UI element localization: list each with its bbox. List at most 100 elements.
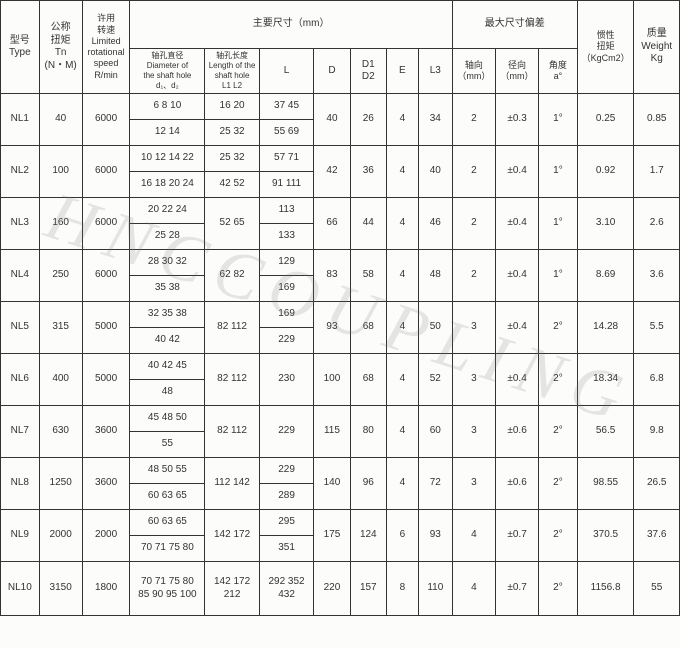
cell: 6000 xyxy=(82,198,130,250)
table-row: NL81250360048 50 55112 142229140964723±0… xyxy=(1,458,680,484)
cell: 2.6 xyxy=(634,198,680,250)
cell: 56.5 xyxy=(577,406,634,458)
cell: 45 48 50 xyxy=(130,406,205,432)
cell: 60 63 65 xyxy=(130,510,205,536)
cell: 55 xyxy=(130,432,205,458)
cell: 0.85 xyxy=(634,94,680,146)
cell: 35 38 xyxy=(130,276,205,302)
cell: 4 xyxy=(386,146,418,198)
cell: 3 xyxy=(452,302,495,354)
cell: 315 xyxy=(39,302,82,354)
cell: 112 142 xyxy=(205,458,259,510)
cell: 1.7 xyxy=(634,146,680,198)
cell: 25 32 xyxy=(205,120,259,146)
hdr-shaft-dia: 轴孔直径Diameter ofthe shaft holed₁、d₂ xyxy=(130,49,205,94)
hdr-L: L xyxy=(259,49,313,94)
table-row: NL92000200060 63 65142 1722951751246934±… xyxy=(1,510,680,536)
cell: 169 xyxy=(259,302,313,328)
hdr-axial: 轴向（mm） xyxy=(452,49,495,94)
cell: 6000 xyxy=(82,94,130,146)
cell: 40 xyxy=(314,94,350,146)
cell: 1156.8 xyxy=(577,562,634,616)
cell: 66 xyxy=(314,198,350,250)
hdr-weight: 质量WeightKg xyxy=(634,1,680,94)
table-row: NL7630360045 48 5082 112229115804603±0.6… xyxy=(1,406,680,432)
cell: 93 xyxy=(314,302,350,354)
cell: NL9 xyxy=(1,510,40,562)
cell: 124 xyxy=(350,510,386,562)
cell: 10 12 14 22 xyxy=(130,146,205,172)
cell: 37.6 xyxy=(634,510,680,562)
cell: 1800 xyxy=(82,562,130,616)
cell: 229 xyxy=(259,458,313,484)
cell: 2 xyxy=(452,94,495,146)
cell: 220 xyxy=(314,562,350,616)
spec-table: 型号Type 公称扭矩Tn(N・M) 许用转速Limitedrotational… xyxy=(0,0,680,616)
cell: 1250 xyxy=(39,458,82,510)
cell: 3.6 xyxy=(634,250,680,302)
cell: NL7 xyxy=(1,406,40,458)
cell: 58 xyxy=(350,250,386,302)
hdr-D: D xyxy=(314,49,350,94)
cell: 5000 xyxy=(82,354,130,406)
cell: 34 xyxy=(418,94,452,146)
cell: 52 xyxy=(418,354,452,406)
cell: 60 xyxy=(418,406,452,458)
cell: ±0.7 xyxy=(495,510,538,562)
cell: 370.5 xyxy=(577,510,634,562)
cell: 0.92 xyxy=(577,146,634,198)
cell: 2000 xyxy=(82,510,130,562)
cell: 28 30 32 xyxy=(130,250,205,276)
table-row: NL4250600028 30 3262 8212983584482±0.41°… xyxy=(1,250,680,276)
cell: ±0.4 xyxy=(495,354,538,406)
cell: 2° xyxy=(539,510,578,562)
cell: 55 69 xyxy=(259,120,313,146)
cell: 229 xyxy=(259,406,313,458)
cell: 68 xyxy=(350,302,386,354)
hdr-type: 型号Type xyxy=(1,1,40,94)
cell: 8.69 xyxy=(577,250,634,302)
cell: 16 20 xyxy=(205,94,259,120)
hdr-tn: 公称扭矩Tn(N・M) xyxy=(39,1,82,94)
cell: 4 xyxy=(452,510,495,562)
cell: 229 xyxy=(259,328,313,354)
cell: 82 112 xyxy=(205,302,259,354)
cell: 50 xyxy=(418,302,452,354)
cell: 25 32 xyxy=(205,146,259,172)
hdr-main-dim: 主要尺寸（mm） xyxy=(130,1,452,49)
cell: 5.5 xyxy=(634,302,680,354)
cell: 44 xyxy=(350,198,386,250)
cell: 55 xyxy=(634,562,680,616)
cell: 2000 xyxy=(39,510,82,562)
cell: 142 172 xyxy=(205,510,259,562)
cell: 40 42 xyxy=(130,328,205,354)
cell: 83 xyxy=(314,250,350,302)
cell: 3 xyxy=(452,354,495,406)
cell: 48 xyxy=(130,380,205,406)
table-row: NL2100600010 12 14 2225 3257 7142364402±… xyxy=(1,146,680,172)
cell: 289 xyxy=(259,484,313,510)
cell: 6.8 xyxy=(634,354,680,406)
cell: ±0.4 xyxy=(495,198,538,250)
hdr-max-dev: 最大尺寸偏差 xyxy=(452,1,577,49)
cell: 3 xyxy=(452,406,495,458)
cell: 6 8 10 xyxy=(130,94,205,120)
cell: 14.28 xyxy=(577,302,634,354)
cell: 60 63 65 xyxy=(130,484,205,510)
cell: 42 52 xyxy=(205,172,259,198)
cell: ±0.4 xyxy=(495,146,538,198)
cell: 630 xyxy=(39,406,82,458)
cell: 295 xyxy=(259,510,313,536)
cell: 0.25 xyxy=(577,94,634,146)
cell: 32 35 38 xyxy=(130,302,205,328)
cell: 3600 xyxy=(82,406,130,458)
cell: 37 45 xyxy=(259,94,313,120)
cell: 4 xyxy=(386,250,418,302)
cell: 52 65 xyxy=(205,198,259,250)
cell: NL6 xyxy=(1,354,40,406)
cell: 98.55 xyxy=(577,458,634,510)
cell: 6 xyxy=(386,510,418,562)
cell: NL5 xyxy=(1,302,40,354)
table-row: NL5315500032 35 3882 11216993684503±0.42… xyxy=(1,302,680,328)
cell: 2° xyxy=(539,562,578,616)
